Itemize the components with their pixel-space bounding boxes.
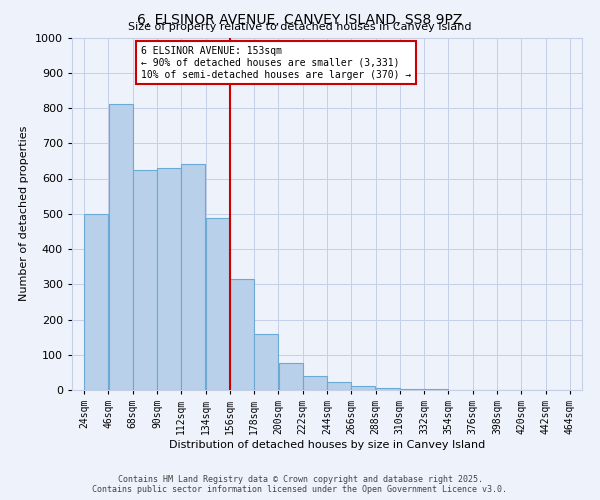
- Y-axis label: Number of detached properties: Number of detached properties: [19, 126, 29, 302]
- Bar: [376, 388, 400, 390]
- Bar: [109, 104, 133, 390]
- Bar: [133, 170, 157, 390]
- Text: Contains HM Land Registry data © Crown copyright and database right 2025.
Contai: Contains HM Land Registry data © Crown c…: [92, 474, 508, 494]
- Bar: [278, 362, 302, 390]
- X-axis label: Distribution of detached houses by size in Canvey Island: Distribution of detached houses by size …: [169, 440, 485, 450]
- Bar: [230, 279, 254, 390]
- Text: 6 ELSINOR AVENUE: 153sqm
← 90% of detached houses are smaller (3,331)
10% of sem: 6 ELSINOR AVENUE: 153sqm ← 90% of detach…: [141, 46, 411, 80]
- Bar: [303, 376, 327, 390]
- Bar: [327, 382, 351, 390]
- Bar: [181, 164, 205, 390]
- Text: Size of property relative to detached houses in Canvey Island: Size of property relative to detached ho…: [128, 22, 472, 32]
- Bar: [206, 218, 230, 390]
- Text: 6, ELSINOR AVENUE, CANVEY ISLAND, SS8 9PZ: 6, ELSINOR AVENUE, CANVEY ISLAND, SS8 9P…: [137, 12, 463, 26]
- Bar: [157, 168, 181, 390]
- Bar: [85, 214, 108, 390]
- Bar: [400, 389, 424, 390]
- Bar: [254, 334, 278, 390]
- Bar: [352, 386, 376, 390]
